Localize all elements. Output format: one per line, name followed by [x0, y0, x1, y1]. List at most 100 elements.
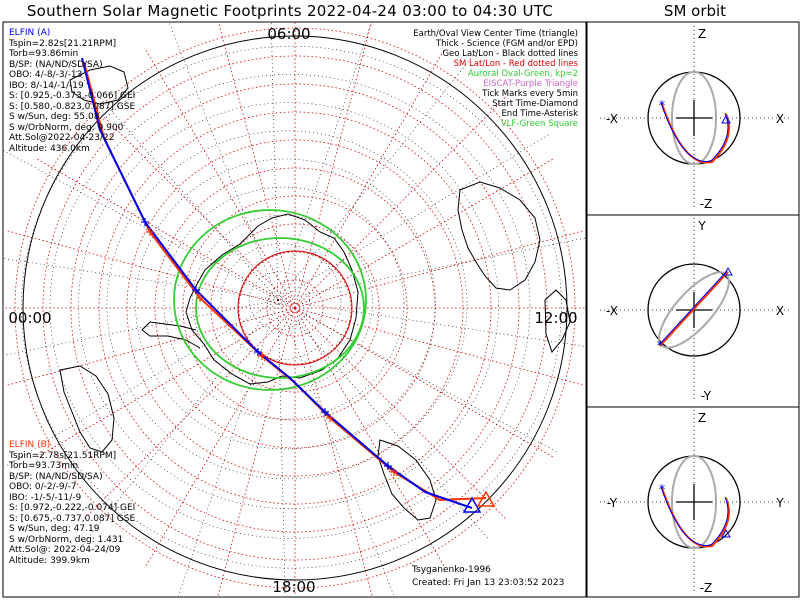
orbit-label-right: X	[776, 112, 784, 126]
geo-longitude-line	[3, 149, 279, 301]
credit-author: Tsyganenko-1996	[412, 565, 491, 575]
orbit-label-top: Z	[698, 411, 706, 425]
orbit-track-elfin-b	[659, 271, 729, 347]
elfin-b-info-line: S w/Sun, deg: 47.19	[9, 524, 100, 534]
elfin-b-center-triangle	[476, 490, 496, 507]
legend-entry: VLF-Green Square	[500, 119, 578, 129]
elfin-a-info-line: Torb=93.86min	[9, 49, 79, 59]
orbit-frame	[586, 21, 800, 598]
geo-longitude-line	[3, 258, 279, 301]
mlt-label-right: 12:00	[534, 309, 577, 327]
geo-longitude-line	[270, 23, 279, 301]
coastline	[377, 439, 437, 521]
geo-longitude-line	[78, 299, 279, 551]
orbit-label-bottom: -Z	[700, 197, 713, 211]
geo-latitude-circle	[78, 102, 499, 509]
orbit-label-right: X	[776, 304, 784, 318]
geo-longitude-line	[277, 237, 586, 301]
sm-longitude-line	[294, 229, 585, 309]
coastline	[457, 181, 541, 291]
legend-entry: Earth/Oval View Center Time (triangle)	[413, 29, 578, 39]
legend-entry: Geo Lat/Lon - Black dotted lines	[442, 49, 578, 59]
geo-longitude-line	[277, 299, 490, 541]
elfin-a-info-line: Tspin=2.82s[21.21RPM]	[9, 38, 117, 49]
elfin-a-info-line: S: [0.580,-0.823,0.087] GSE	[9, 101, 136, 112]
orbit-center-triangle	[721, 528, 731, 538]
orbit-label-top: Y	[697, 219, 706, 233]
elfin-b-info-line: Att.Sol@: 2022-04-24/09	[9, 545, 121, 555]
legend-entry: Tick Marks every 5min	[482, 89, 578, 99]
coastline	[69, 65, 129, 105]
elfin-a-header: ELFIN (A)	[9, 28, 51, 38]
orbit-track-elfin-a	[660, 486, 729, 546]
elfin-a-center-triangle	[462, 496, 482, 513]
credit-created: Created: Fri Jan 13 23:03:52 2023	[412, 577, 565, 588]
geo-longitude-line	[277, 132, 552, 301]
sm-longitude-line	[218, 23, 296, 309]
legend-entry: EISCAT-Purple Triangle	[483, 79, 578, 89]
coastline	[59, 365, 115, 453]
elfin-b-info-line: Torb=93.73min	[9, 461, 79, 471]
coastline	[544, 289, 571, 354]
geo-longitude-line	[277, 299, 586, 347]
geo-longitude-line	[3, 299, 279, 356]
elfin-b-panel: ELFIN (B) Tspin=2.78s[21.51RPM] Torb=93.7…	[9, 440, 135, 566]
elfin-a-info-line: B/SP: (NA/ND/SD/SA)	[9, 59, 103, 70]
legend-entry: End Time-Asterisk	[501, 109, 578, 119]
sm-longitude-line	[294, 307, 373, 596]
legend-entry: SM Lat/Lon - Red dotted lines	[453, 59, 578, 69]
orbit-path-gray	[671, 455, 717, 549]
coastline	[141, 321, 201, 349]
elfin-b-info-line: Tspin=2.78s[21.51RPM]	[9, 450, 117, 461]
geo-longitude-line	[277, 299, 560, 454]
sm-longitude-line	[294, 307, 556, 459]
elfin-b-info-line: S: [0.972,-0.222,-0.074] GEI	[9, 503, 136, 513]
elfin-b-info-line: S: [0.675,-0.737,0.087] GSE	[9, 513, 136, 524]
plot-title: Southern Solar Magnetic Footprints 2022-…	[26, 2, 554, 20]
geo-longitude-line	[66, 59, 279, 301]
geo-longitude-line	[277, 299, 395, 596]
orbit-label-top: Z	[698, 27, 706, 41]
sm-longitude-line	[294, 23, 372, 309]
orbit-label-left: -X	[606, 304, 618, 318]
elfin-a-info-line: S w/OrbNorm, deg: 9.900	[9, 122, 124, 133]
map-frame	[2, 21, 587, 598]
elfin-a-info-line: S w/Sun, deg: 55.08	[9, 112, 100, 122]
mlt-label-bottom: 18:00	[272, 578, 315, 596]
elfin-b-header: ELFIN (B)	[9, 440, 51, 450]
legend-entry: Thick - Science (FGM and/or EPD)	[435, 39, 578, 49]
geo-latitude-circle	[249, 271, 310, 331]
orbit-label-right: Y	[775, 496, 784, 510]
orbit-center-triangle	[723, 266, 733, 276]
mlt-label-top: 06:00	[267, 25, 310, 43]
elfin-a-info-line: S: [0.925,-0.373,-0.066] GEI	[9, 91, 136, 101]
orbit-label-left: -X	[606, 112, 618, 126]
elfin-a-footprint-track	[81, 57, 473, 509]
orbit-label-bottom: -Y	[701, 389, 712, 403]
elfin-a-info-line: OBO: 4/-8/-3/-13	[9, 70, 83, 80]
sm-longitude-line	[34, 157, 296, 309]
orbit-panels: * Z -Z -X X * Y -Y -X X * Z -Z -Y Y	[600, 26, 790, 595]
sm-longitude-line	[144, 307, 296, 569]
orbit-start-asterisk: *	[659, 483, 666, 498]
orbit-title: SM orbit	[663, 2, 727, 20]
elfin-a-panel: ELFIN (A) Tspin=2.82s[21.21RPM] Torb=93.8…	[9, 28, 135, 154]
orbit-start-asterisk: *	[659, 99, 666, 114]
auroral-oval-outer	[173, 209, 367, 391]
orbit-label-bottom: -Z	[700, 581, 713, 595]
orbit-track-elfin-b	[661, 487, 730, 548]
geo-latitude-circle	[21, 45, 562, 569]
mlt-label-left: 00:00	[8, 309, 51, 327]
coastline	[185, 213, 359, 385]
orbit-path-gray	[671, 71, 717, 165]
elfin-b-info-line: Altitude: 399.9km	[9, 555, 90, 566]
elfin-a-info-line: IBO: 8/-14/-1/-19	[9, 80, 84, 91]
geo-longitude-line	[4, 299, 279, 468]
elfin-b-info-line: IBO: -1/-5/-11/-9	[9, 492, 82, 503]
elfin-a-info-line: Att.Sol@2022-04-23/22	[9, 133, 115, 143]
elfin-b-info-line: OBO: 0/-2/-9/-7	[9, 482, 77, 492]
elfin-b-info-line: S w/OrbNorm, deg: 1.431	[9, 534, 124, 545]
geo-longitude-line	[277, 23, 372, 301]
legend-entry: Auroral Oval-Green, kp=2	[467, 69, 578, 79]
